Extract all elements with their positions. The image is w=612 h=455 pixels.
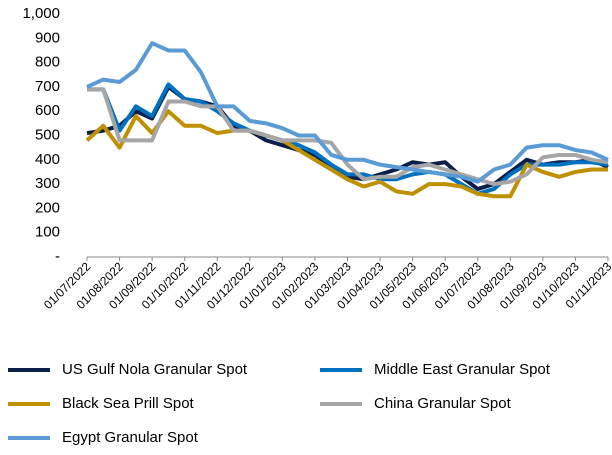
y-tick-label: 300	[35, 175, 60, 192]
legend-label: China Granular Spot	[374, 395, 512, 412]
y-tick-label: 1,000	[22, 5, 60, 22]
y-tick-label: 200	[35, 199, 60, 216]
legend-label: US Gulf Nola Granular Spot	[62, 361, 248, 378]
series-line	[87, 87, 609, 187]
y-tick-label: 900	[35, 29, 60, 46]
series-line	[85, 109, 608, 199]
legend-label: Egypt Granular Spot	[62, 429, 199, 446]
y-tick-label: 700	[35, 78, 60, 95]
y-tick-label: 600	[35, 102, 60, 119]
y-tick-label: 100	[35, 224, 60, 241]
legend-label: Black Sea Prill Spot	[62, 395, 195, 412]
series-line	[86, 41, 609, 184]
y-tick-label: 400	[35, 151, 60, 168]
series-line	[87, 82, 609, 196]
y-tick-label: 500	[35, 126, 60, 143]
y-tick-label: 800	[35, 54, 60, 71]
y-tick-label: -	[55, 248, 60, 265]
legend-label: Middle East Granular Spot	[374, 361, 551, 378]
